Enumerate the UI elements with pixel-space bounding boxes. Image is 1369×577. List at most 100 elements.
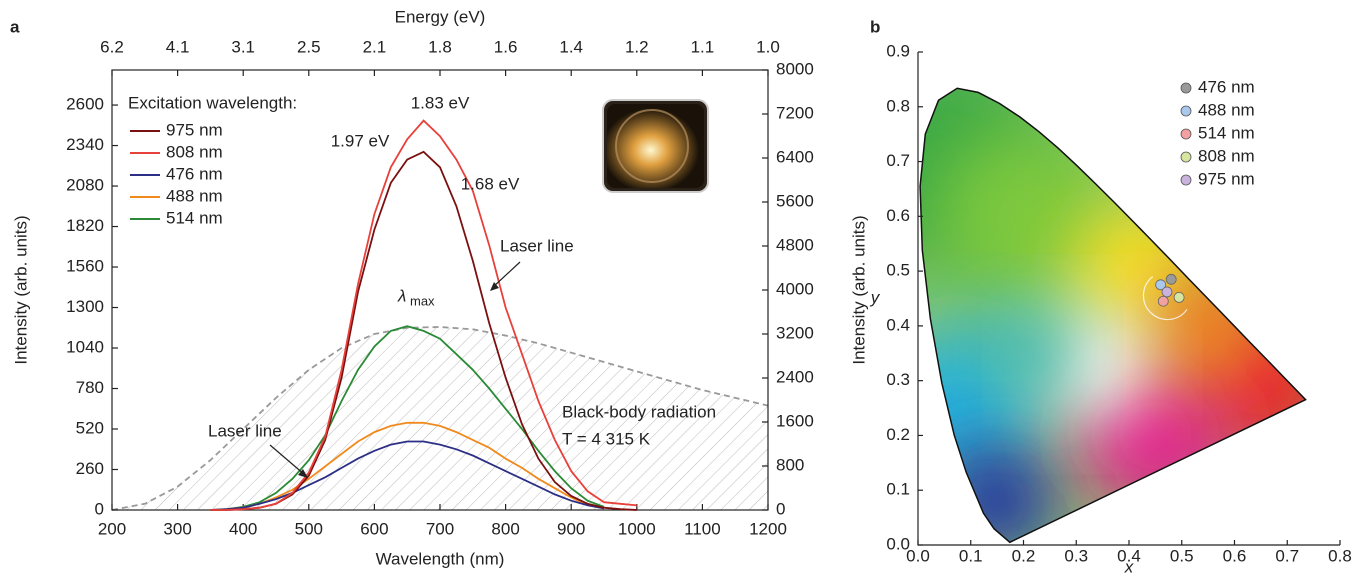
x-tick-label: 0.2 [1012, 546, 1036, 565]
annotation: Laser line [500, 236, 574, 255]
x-tick-label: 0.6 [1223, 546, 1247, 565]
y2-tick-label: 800 [776, 455, 804, 474]
annotation: 1.97 eV [331, 131, 390, 150]
y-tick-label: 1300 [66, 297, 104, 316]
legend-label: 808 nm [1198, 146, 1255, 165]
x-tick-label: 700 [426, 519, 454, 538]
x-tick-label: 1100 [684, 519, 721, 538]
legend-label: 975 nm [1198, 169, 1255, 188]
annotation: Laser line [208, 421, 282, 440]
legend-label: 808 nm [166, 142, 223, 161]
x-tick-label: 1200 [749, 519, 787, 538]
annotation: Black-body radiation [562, 402, 716, 421]
x-tick-label: 0.7 [1275, 546, 1299, 565]
x-tick-label: 0.8 [1328, 546, 1352, 565]
y-tick-label: 0.1 [886, 480, 910, 499]
y2-tick-label: 4800 [776, 235, 814, 254]
x2-tick-label: 1.2 [625, 37, 649, 56]
point [1166, 274, 1176, 284]
y-tick-label: 0.9 [886, 41, 910, 60]
x-tick-label: 800 [491, 519, 519, 538]
y-tick-label: 0.7 [886, 151, 910, 170]
y-tick-label: 2340 [66, 135, 104, 154]
y2-tick-label: 3200 [776, 323, 814, 342]
lambda-subscript: max [410, 293, 435, 308]
x2-tick-label: 2.5 [297, 37, 321, 56]
legend-marker [1181, 106, 1191, 116]
y-axis-title: y [870, 288, 881, 307]
annotation: 1.68 eV [461, 174, 520, 193]
y-tick-label: 0.3 [886, 370, 910, 389]
y-tick-label: 2600 [66, 95, 104, 114]
inset-photo [603, 100, 708, 192]
y2-tick-label: 4000 [776, 279, 814, 298]
x2-tick-label: 1.4 [559, 37, 583, 56]
y-tick-label: 1040 [66, 338, 104, 357]
x2-tick-label: 4.1 [166, 37, 190, 56]
legend-label: 476 nm [1198, 77, 1255, 96]
legend-label: 488 nm [166, 186, 223, 205]
x-tick-label: 900 [557, 519, 585, 538]
point [1158, 296, 1168, 306]
y-tick-label: 780 [76, 378, 104, 397]
x-tick-label: 0.3 [1064, 546, 1088, 565]
legend-marker [1181, 175, 1191, 185]
x2-tick-label: 1.6 [494, 37, 518, 56]
x-tick-label: 0.1 [959, 546, 983, 565]
y-tick-label: 0.0 [886, 534, 910, 553]
legend-label: 476 nm [166, 164, 223, 183]
y2-tick-label: 2400 [776, 367, 814, 386]
x-tick-label: 200 [98, 519, 126, 538]
y-tick-label: 0.5 [886, 261, 910, 280]
lambda-symbol: λ [397, 286, 406, 305]
x2-tick-label: 6.2 [100, 37, 124, 56]
cie-gamut [834, 52, 1341, 562]
point [1174, 292, 1184, 302]
legend-label: 488 nm [1198, 100, 1255, 119]
y2-tick-label: 8000 [776, 59, 814, 78]
x-tick-label: 1000 [618, 519, 656, 538]
x2-tick-label: 1.0 [756, 37, 780, 56]
y2-tick-label: 7200 [776, 103, 814, 122]
y-tick-label: 520 [76, 418, 104, 437]
x-tick-label: 600 [360, 519, 388, 538]
x-tick-label: 300 [163, 519, 191, 538]
y-tick-label: 0.2 [886, 425, 910, 444]
legend-marker [1181, 152, 1191, 162]
y2-tick-label: 5600 [776, 191, 814, 210]
panel-label: a [10, 17, 20, 36]
y2-tick-label: 1600 [776, 411, 814, 430]
y2-axis-title: Intensity (arb. units) [849, 215, 868, 364]
annotation: 1.83 eV [411, 93, 470, 112]
figure: a 200 300 400 500 600 700 800 900 1000 1100 1200 6.2… [0, 0, 1369, 577]
x-axis-title: Wavelength (nm) [376, 549, 505, 568]
x-tick-label: 500 [295, 519, 323, 538]
x2-tick-label: 2.1 [363, 37, 387, 56]
gamut-color [974, 303, 1074, 403]
y-tick-label: 260 [76, 459, 104, 478]
y2-tick-label: 6400 [776, 147, 814, 166]
x2-axis-title: Energy (eV) [395, 7, 486, 26]
x-tick-label: 0.5 [1170, 546, 1194, 565]
x-tick-label: 400 [229, 519, 257, 538]
y-axis-title: Intensity (arb. units) [11, 215, 30, 364]
legend-marker [1181, 129, 1191, 139]
annotation: T = 4 315 K [562, 429, 651, 448]
y-tick-label: 2080 [66, 176, 104, 195]
x2-tick-label: 1.8 [428, 37, 452, 56]
x2-tick-label: 3.1 [231, 37, 255, 56]
legend-label: 514 nm [1198, 123, 1255, 142]
point [1162, 287, 1172, 297]
panel-label: b [870, 17, 880, 36]
y-tick-label: 0.4 [886, 315, 910, 334]
gamut-color [1148, 266, 1268, 386]
y-tick-label: 1560 [66, 257, 104, 276]
y-tick-label: 0.6 [886, 206, 910, 225]
y-tick-label: 1820 [66, 216, 104, 235]
y-tick-label: 0.8 [886, 96, 910, 115]
legend-label: 514 nm [166, 208, 223, 227]
y-tick-label: 0 [95, 499, 104, 518]
legend-label: 975 nm [166, 120, 223, 139]
legend-marker [1181, 83, 1191, 93]
x2-tick-label: 1.1 [691, 37, 715, 56]
